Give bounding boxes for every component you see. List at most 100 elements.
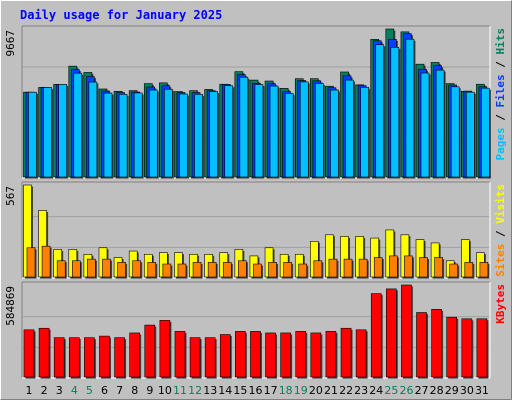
bar-pages [360, 86, 369, 178]
bar-kbytes [129, 332, 140, 378]
bar-sites [268, 262, 277, 278]
legend-item-kbytes: KBytes [494, 284, 507, 324]
bar-pages [73, 72, 83, 178]
bar-sites [102, 258, 111, 278]
day-label: 29 [445, 384, 459, 397]
bar-kbytes [265, 332, 276, 378]
bar-pages [28, 91, 37, 178]
bar-pages [435, 69, 445, 178]
legend-item-sites: Sites [494, 244, 507, 277]
day-label: 8 [131, 384, 138, 397]
bar-sites [56, 260, 66, 278]
bar-kbytes [204, 337, 216, 378]
day-label: 25 [384, 384, 398, 397]
bar-kbytes [99, 335, 110, 378]
bar-sites [162, 263, 172, 278]
bar-pages [405, 38, 415, 178]
bar-pages [43, 87, 52, 178]
bar-pages [315, 83, 324, 178]
legend-separator: / [494, 55, 507, 75]
bar-sites [253, 263, 262, 278]
day-label: 9 [146, 384, 153, 397]
bar-sites [449, 263, 459, 278]
bar-sites [132, 260, 141, 278]
chart-title: Daily usage for January 2025 [20, 8, 222, 22]
bar-kbytes [174, 331, 186, 378]
bar-sites [41, 245, 51, 278]
legend-bottom: KBytes [494, 284, 507, 324]
bar-sites [434, 257, 443, 278]
bar-pages [103, 92, 113, 178]
bar-sites [389, 255, 398, 278]
bar-kbytes [355, 329, 367, 378]
max-label-mid: 567 [4, 186, 17, 206]
legend-separator: / [494, 224, 507, 244]
bar-sites [313, 260, 323, 278]
day-label: 31 [475, 384, 489, 397]
bar-pages [179, 93, 188, 178]
day-label: 17 [264, 384, 278, 397]
bar-sites [177, 263, 187, 278]
bar-kbytes [68, 337, 80, 378]
bar-sites [71, 260, 81, 278]
day-label: 16 [249, 384, 263, 397]
bar-kbytes [386, 288, 397, 378]
bar-kbytes [370, 293, 382, 378]
bar-pages [254, 84, 264, 178]
bar-kbytes [219, 334, 231, 378]
legend-item-hits: Hits [494, 28, 507, 55]
bar-sites [147, 262, 157, 278]
bar-kbytes [280, 332, 291, 378]
bar-kbytes [461, 318, 473, 378]
bar-sites [298, 263, 308, 278]
bar-kbytes [144, 324, 156, 378]
bar-kbytes [446, 316, 458, 378]
bar-pages [330, 89, 339, 178]
bar-kbytes [235, 331, 246, 378]
max-label-top: 9667 [4, 30, 17, 57]
bar-pages [375, 44, 385, 178]
bar-kbytes [189, 337, 201, 378]
bar-pages [224, 85, 234, 178]
bar-kbytes [53, 337, 65, 378]
bar-pages [194, 94, 203, 178]
day-label: 30 [460, 384, 474, 397]
day-label: 2 [41, 384, 48, 397]
legend-item-visits: Visits [494, 184, 507, 224]
bar-kbytes [340, 327, 352, 378]
bar-sites [358, 258, 368, 278]
day-label: 5 [86, 384, 93, 397]
bar-kbytes [401, 284, 412, 378]
legend-item-pages: Pages [494, 127, 507, 160]
day-label: 26 [399, 384, 413, 397]
bar-pages [239, 76, 249, 178]
bar-kbytes [310, 332, 322, 378]
bar-pages [148, 89, 158, 178]
bar-kbytes [250, 331, 261, 378]
day-label: 18 [279, 384, 293, 397]
legend-separator: / [494, 108, 507, 128]
day-label: 14 [218, 384, 232, 397]
bar-sites [87, 258, 96, 278]
bar-sites [222, 262, 232, 278]
day-label: 22 [339, 384, 353, 397]
day-label: 6 [101, 384, 108, 397]
bar-pages [345, 79, 354, 178]
bar-pages [450, 86, 460, 178]
bar-pages [118, 94, 128, 178]
day-label: 1 [26, 384, 33, 397]
bar-pages [466, 91, 475, 178]
day-label: 24 [369, 384, 383, 397]
day-label: 11 [173, 384, 187, 397]
day-label: 3 [56, 384, 63, 397]
bar-pages [284, 93, 294, 178]
day-label: 10 [158, 384, 172, 397]
bar-kbytes [431, 309, 442, 378]
day-label: 28 [430, 384, 444, 397]
bar-pages [299, 81, 309, 178]
bar-sites [283, 262, 292, 278]
bar-sites [419, 257, 428, 278]
bar-sites [479, 262, 489, 278]
bar-pages [58, 84, 67, 178]
